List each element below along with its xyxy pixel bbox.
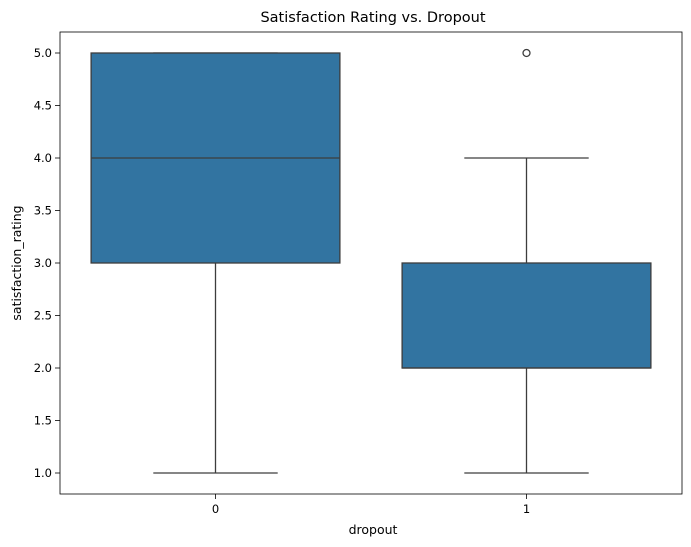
x-axis-label: dropout bbox=[349, 522, 398, 537]
x-tick-label: 0 bbox=[212, 502, 219, 516]
y-tick-label: 5.0 bbox=[34, 46, 52, 60]
y-tick-label: 4.5 bbox=[34, 99, 52, 113]
y-tick-label: 2.5 bbox=[34, 309, 52, 323]
y-tick-label: 3.5 bbox=[34, 204, 52, 218]
plot-frame bbox=[59, 31, 683, 495]
x-tick-label: 1 bbox=[523, 502, 530, 516]
y-tick-label: 1.0 bbox=[34, 466, 52, 480]
y-tick-label: 1.5 bbox=[34, 414, 52, 428]
plot-area: 1.0 1.5 2.0 2.5 3.0 3.5 4.0 4.5 5.0 0 1 bbox=[34, 31, 683, 516]
y-tick-label: 4.0 bbox=[34, 151, 52, 165]
y-tick-label: 2.0 bbox=[34, 361, 52, 375]
chart-title: Satisfaction Rating vs. Dropout bbox=[260, 10, 485, 26]
outlier-point bbox=[522, 48, 531, 58]
box-1 bbox=[401, 262, 652, 369]
y-axis-label: satisfaction_rating bbox=[9, 205, 24, 320]
y-tick-label: 3.0 bbox=[34, 256, 52, 270]
